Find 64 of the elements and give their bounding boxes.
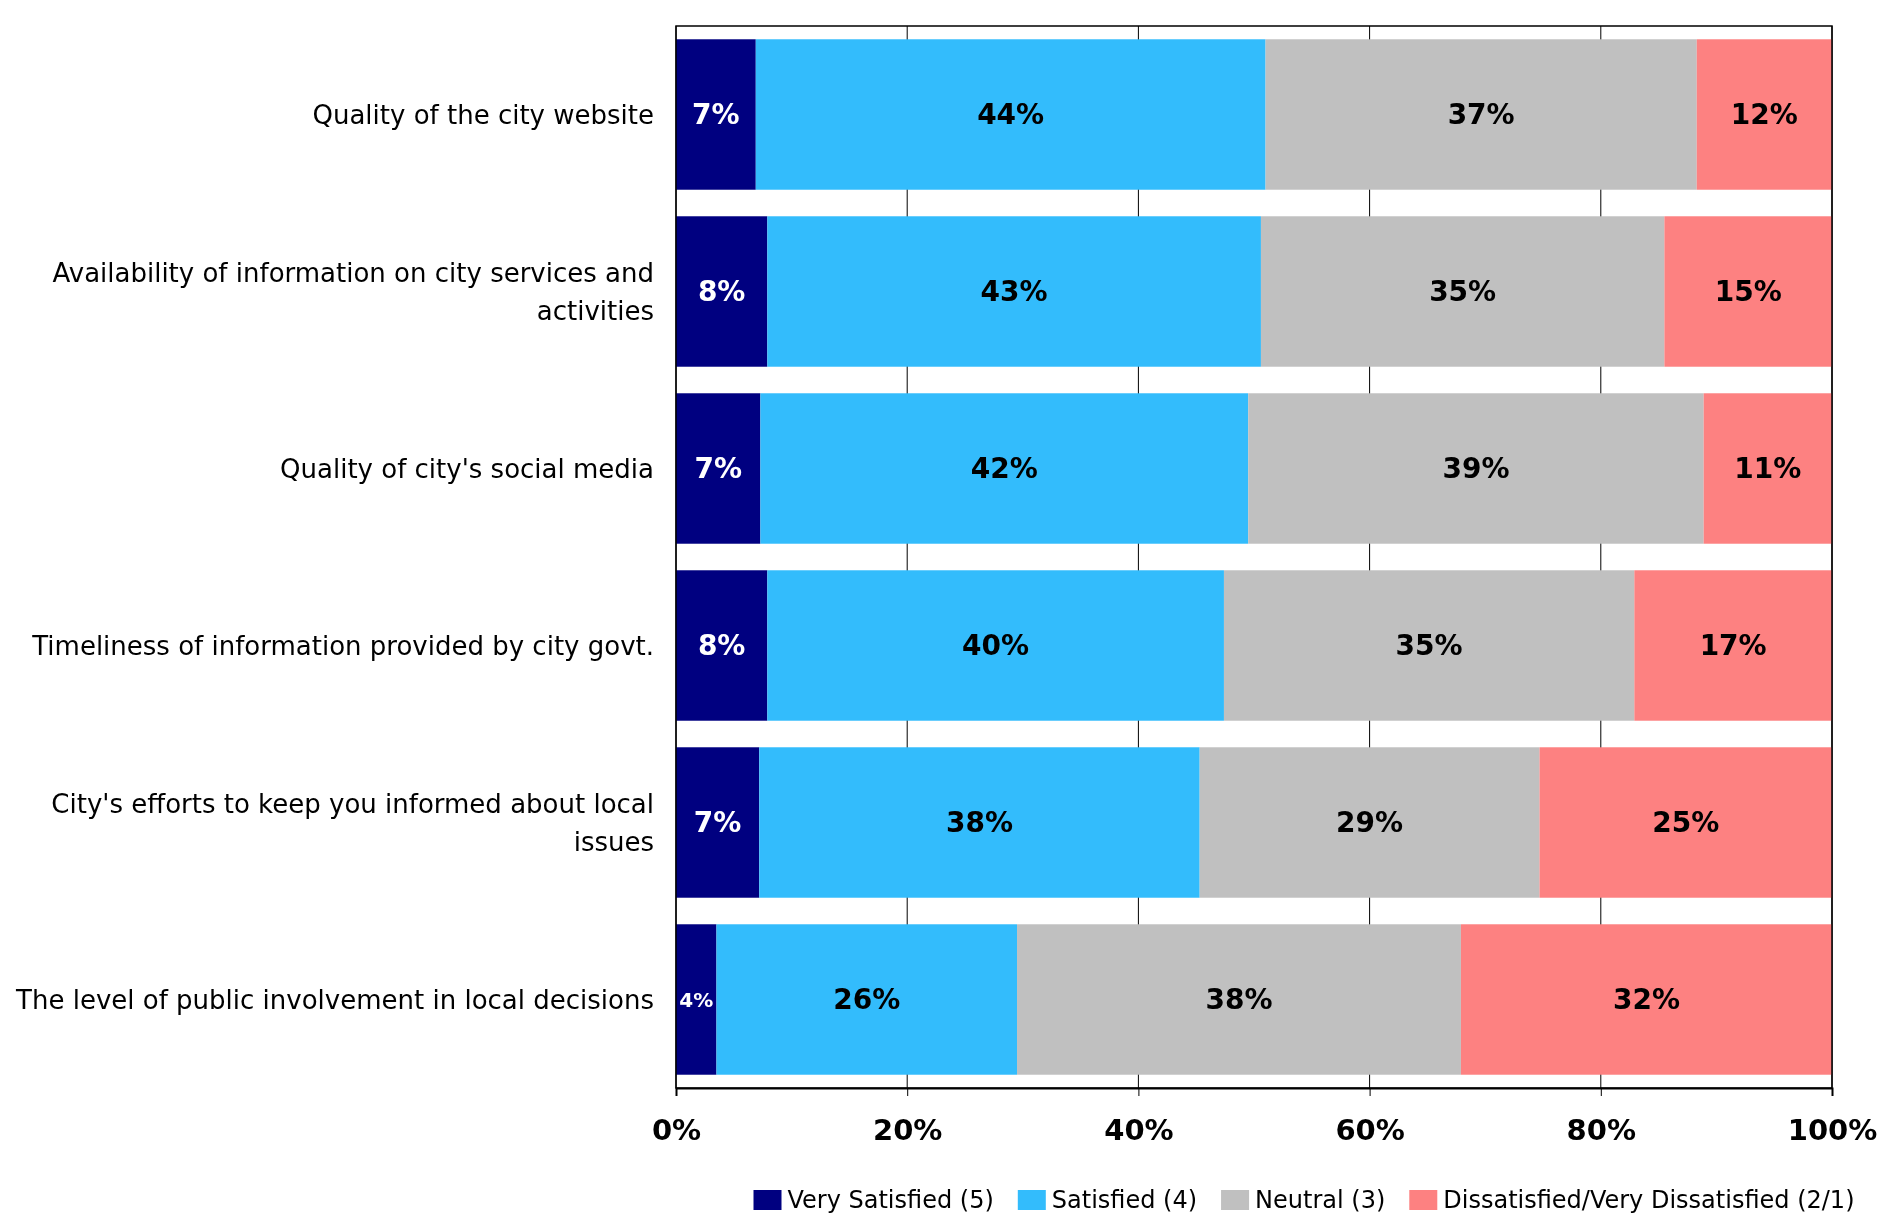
data-label: 15%	[1714, 275, 1782, 308]
bar	[759, 747, 1200, 898]
x-tick-label: 40%	[1104, 1112, 1174, 1147]
legend-label: Satisfied (4)	[1051, 1186, 1198, 1214]
data-label: 7%	[694, 452, 742, 485]
x-tick-label: 20%	[872, 1112, 943, 1147]
data-label: 44%	[977, 98, 1045, 131]
bar	[1703, 393, 1832, 544]
data-label: 37%	[1447, 98, 1515, 131]
y-tick-label: City's efforts to keep you informed about local issues	[51, 788, 654, 857]
data-label: 7%	[693, 806, 742, 839]
data-label: 29%	[1336, 806, 1404, 839]
data-label: 40%	[962, 629, 1030, 662]
bar	[716, 924, 1018, 1075]
legend-label: Dissatisfied/Very Dissatisfied (2/1)	[1443, 1186, 1855, 1214]
y-tick-label: Timeliness of information provided by city govt.	[31, 630, 654, 661]
bar	[755, 39, 1266, 190]
x-tick-label: 0%	[651, 1112, 702, 1147]
data-label: 17%	[1699, 629, 1767, 662]
legend-label: Neutral (3)	[1255, 1186, 1386, 1214]
x-tick-label: 100%	[1787, 1112, 1878, 1147]
bar	[676, 924, 717, 1075]
data-label: 38%	[1205, 983, 1273, 1016]
y-tick-label: Quality of city's social media	[280, 453, 654, 484]
legend-label: Very Satisfied (5)	[787, 1186, 994, 1214]
bar	[767, 216, 1261, 367]
data-label: 32%	[1612, 983, 1680, 1016]
data-label: 7%	[692, 98, 740, 131]
data-label: 35%	[1395, 629, 1463, 662]
bar	[767, 570, 1224, 721]
data-label: 42%	[970, 452, 1038, 485]
data-label: 4%	[679, 987, 714, 1012]
bar	[760, 393, 1249, 544]
bar	[1539, 747, 1832, 898]
data-label: 26%	[833, 983, 901, 1016]
bar	[676, 39, 756, 190]
bar	[1199, 747, 1540, 898]
bar	[1460, 924, 1832, 1075]
bar	[1696, 39, 1832, 190]
data-label: 39%	[1442, 452, 1510, 485]
y-tick-label: Quality of the city website	[312, 99, 654, 130]
data-label: 43%	[980, 275, 1048, 308]
data-label: 35%	[1429, 275, 1497, 308]
bar	[1260, 216, 1665, 367]
bar	[676, 393, 761, 544]
bar	[676, 747, 760, 898]
x-tick-label: 80%	[1566, 1112, 1637, 1147]
data-label: 38%	[945, 806, 1013, 839]
bar	[676, 216, 768, 367]
bar	[1017, 924, 1461, 1075]
bar	[1248, 393, 1704, 544]
x-tick-label: 60%	[1335, 1112, 1405, 1147]
data-label: 8%	[697, 275, 746, 308]
bar	[1265, 39, 1697, 190]
bar	[1664, 216, 1832, 367]
y-tick-label: Availability of information on city services and activities	[52, 257, 654, 326]
bar	[676, 570, 768, 721]
data-label: 11%	[1734, 452, 1802, 485]
bar	[1223, 570, 1635, 721]
data-label: 25%	[1652, 806, 1720, 839]
data-label: 8%	[697, 629, 746, 662]
bar	[1634, 570, 1832, 721]
y-tick-label: The level of public involvement in local decisions	[15, 984, 654, 1015]
data-label: 12%	[1730, 98, 1798, 131]
